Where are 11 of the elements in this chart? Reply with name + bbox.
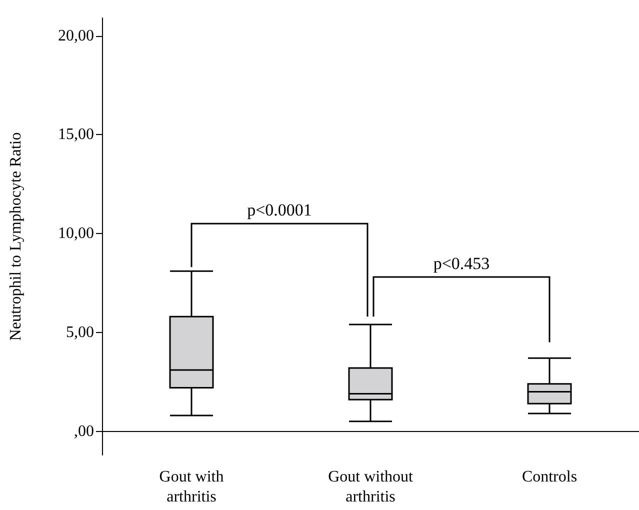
x-tick-label: Controls: [522, 468, 578, 486]
x-tick-label: Gout without arthritis: [328, 468, 414, 506]
y-tick-label: 10,00: [58, 225, 94, 242]
annotation: p<0.453: [433, 254, 490, 274]
y-axis-title: Neutrophil to Lymphocyte Ratio: [8, 132, 24, 341]
annotation: p<0.0001: [247, 200, 312, 220]
y-tick-label: ,00: [74, 422, 94, 440]
y-tick-label: 20,00: [58, 27, 94, 44]
x-tick-label: Gout with arthritis: [159, 468, 224, 506]
y-tick-label: 15,00: [58, 126, 94, 144]
y-tick-label: 5,00: [66, 324, 94, 341]
